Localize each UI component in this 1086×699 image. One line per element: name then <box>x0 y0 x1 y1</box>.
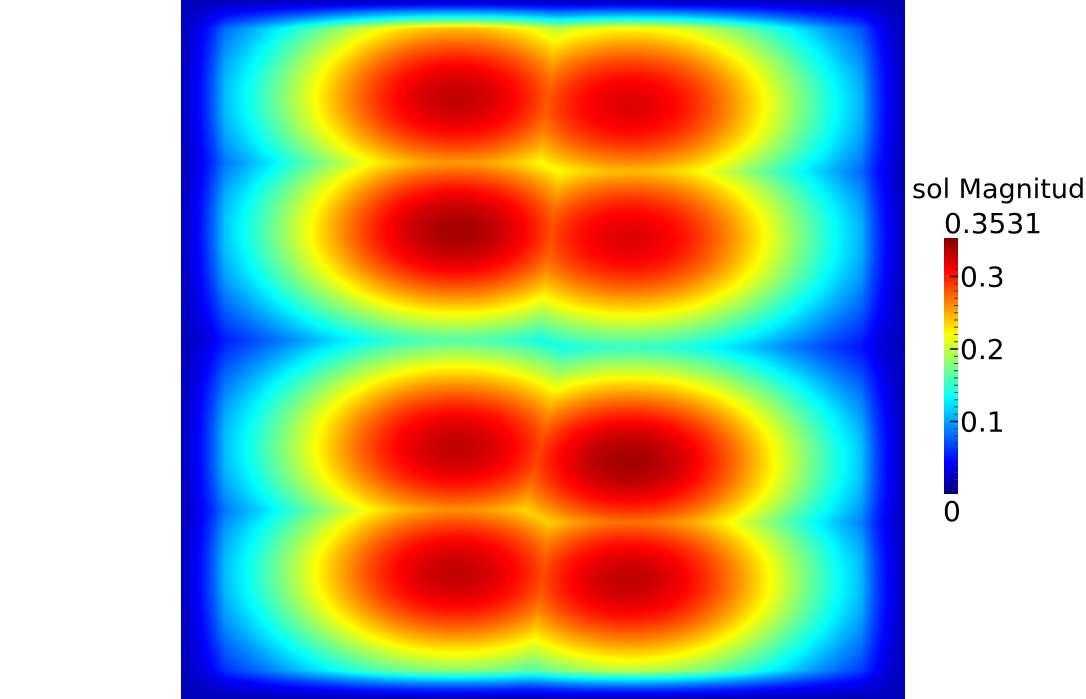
colorbar-title: sol Magnitud <box>912 174 1086 205</box>
colorbar-tick-label: 0.2 <box>960 333 1005 366</box>
colorbar-max-label: 0.3531 <box>944 207 1042 240</box>
colorbar-tick-label: 0.3 <box>960 260 1005 293</box>
colorbar: 0.3 0.2 0.1 <box>944 238 1005 494</box>
solution-magnitude-field <box>181 0 905 699</box>
colorbar-tick-label: 0.1 <box>960 405 1005 438</box>
colorbar-gradient <box>944 238 958 494</box>
colorbar-min-label: 0 <box>943 495 961 528</box>
